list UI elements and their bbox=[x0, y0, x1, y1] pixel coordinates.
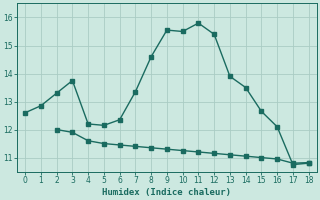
X-axis label: Humidex (Indice chaleur): Humidex (Indice chaleur) bbox=[102, 188, 231, 197]
